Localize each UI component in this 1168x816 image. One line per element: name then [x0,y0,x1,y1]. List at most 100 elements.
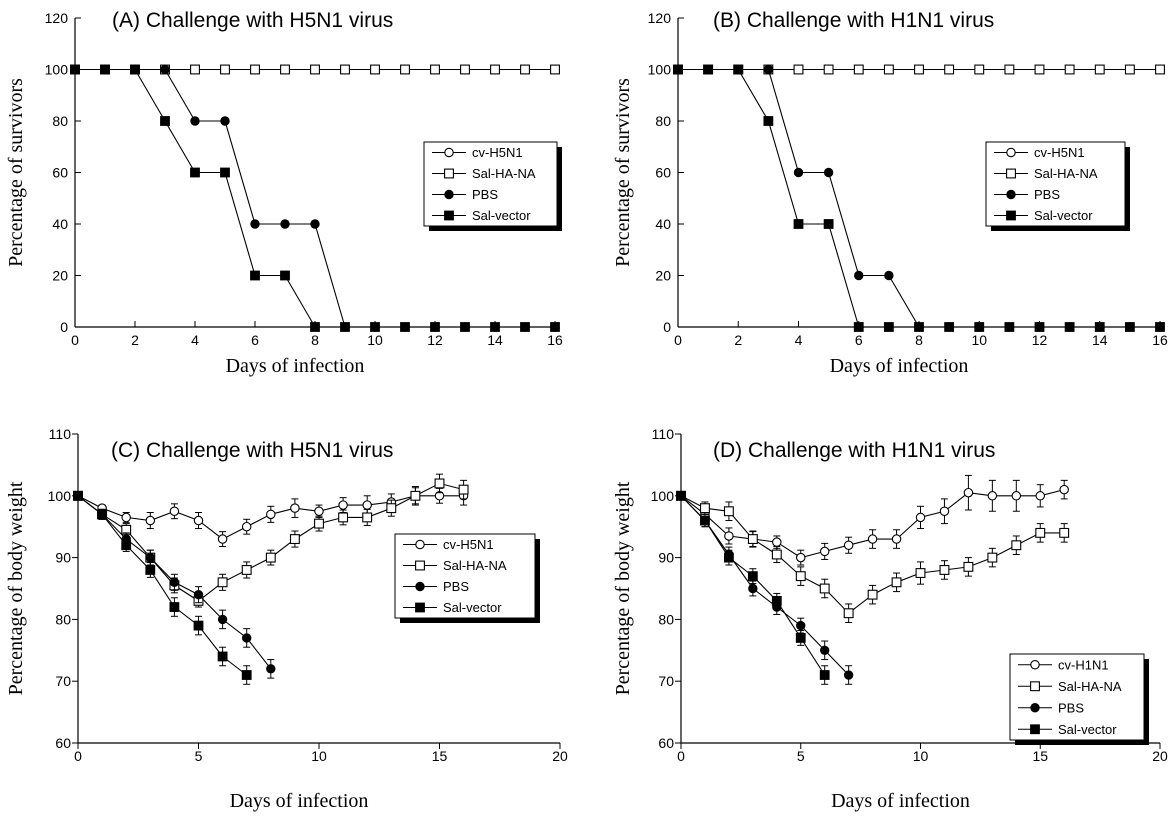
x-axis-label: Days of infection [226,355,365,377]
data-point [310,322,320,332]
data-point [145,515,156,526]
data-point [867,589,878,600]
data-point [430,64,440,75]
data-point [220,167,230,178]
y-tick-label: 100 [45,62,69,78]
legend-marker [444,147,454,158]
data-point [1004,64,1015,75]
chart-title: (C) Challenge with H5N1 virus [111,439,393,462]
y-axis-label: Percentage of body weight [5,481,27,695]
data-point [190,64,200,75]
data-point [723,506,734,517]
data-point [823,64,834,75]
x-tick-label: 16 [1152,332,1168,348]
data-point [748,583,758,594]
x-tick-label: 20 [552,748,568,764]
data-point [1124,64,1135,75]
x-tick-label: 2 [131,332,139,348]
data-point [763,116,774,126]
y-tick-label: 40 [52,216,68,232]
x-tick-label: 12 [427,332,443,348]
legend-marker [1030,681,1040,692]
y-axis-label: Percentage of body weight [612,481,634,695]
legend-marker [1006,147,1016,158]
legend-marker [415,539,425,550]
data-point [265,552,276,563]
x-tick-label: 5 [195,748,203,764]
data-point [884,270,894,281]
x-tick-label: 10 [913,748,929,764]
legend-marker [415,581,425,592]
x-tick-label: 10 [311,748,327,764]
data-point [795,552,806,563]
series-sal-vector [673,64,1165,332]
legend-label: Sal-vector [472,208,531,223]
y-tick-label: 110 [49,426,72,442]
y-tick-label: 120 [45,10,69,26]
data-point [430,322,440,332]
legend-marker [1006,189,1016,200]
x-tick-label: 4 [191,332,199,348]
legend-marker [1006,168,1016,179]
data-point [280,270,290,281]
data-point [314,518,324,529]
y-tick-label: 80 [52,113,68,129]
data-point [169,602,180,612]
panel-a: 0 2 4 6 8 10 12 14 16 0 20 40 60 80 100 120 (A) Challeng… [5,9,563,377]
data-point [386,503,397,514]
x-tick-label: 20 [1152,748,1168,764]
data-point [987,491,998,501]
data-point [944,322,955,332]
data-point [891,577,902,588]
x-tick-label: 8 [311,332,319,348]
legend-label: Sal-HA-NA [1058,679,1122,694]
data-point [160,64,170,75]
data-point [1155,322,1165,332]
data-point [121,540,132,551]
data-point [676,490,686,501]
x-tick-label: 14 [1092,332,1108,348]
data-point [1094,64,1105,75]
data-point [673,64,683,75]
data-point [793,219,804,229]
y-tick-label: 60 [55,735,71,751]
y-tick-label: 80 [655,113,671,129]
data-point [193,515,204,526]
legend-label: Sal-HA-NA [443,558,507,573]
y-tick-label: 40 [655,216,671,232]
y-axis-label: Percentage of survivors [612,78,634,267]
series-line [77,495,248,676]
data-point [793,64,804,75]
data-point [1004,322,1015,332]
legend-label: PBS [1058,700,1084,715]
y-tick-label: 70 [658,673,674,689]
data-point [160,116,170,126]
y-tick-label: 110 [652,426,675,442]
data-point [700,515,710,526]
legend-label: PBS [443,579,469,594]
y-tick-label: 0 [663,319,671,335]
y-tick-label: 70 [55,673,71,689]
x-tick-label: 0 [74,748,82,764]
data-point [891,534,902,544]
legend-label: PBS [1034,187,1060,202]
data-point [550,64,560,75]
data-point [217,577,228,588]
data-point [460,322,470,332]
data-point [370,322,380,332]
y-tick-label: 90 [55,550,71,566]
data-point [823,219,834,229]
data-point [169,577,180,588]
data-point [1035,527,1046,538]
legend: cv-H1N1 Sal-HA-NA PBS Sal-vector [1009,653,1149,745]
data-point [241,670,252,680]
x-tick-label: 0 [677,748,685,764]
y-tick-label: 100 [651,488,675,504]
legend-marker [1006,210,1016,221]
y-tick-label: 90 [658,550,674,566]
data-point [939,565,950,575]
data-point [853,322,864,332]
legend-label: cv-H5N1 [1034,145,1085,160]
data-point [97,509,107,520]
x-tick-label: 10 [367,332,383,348]
